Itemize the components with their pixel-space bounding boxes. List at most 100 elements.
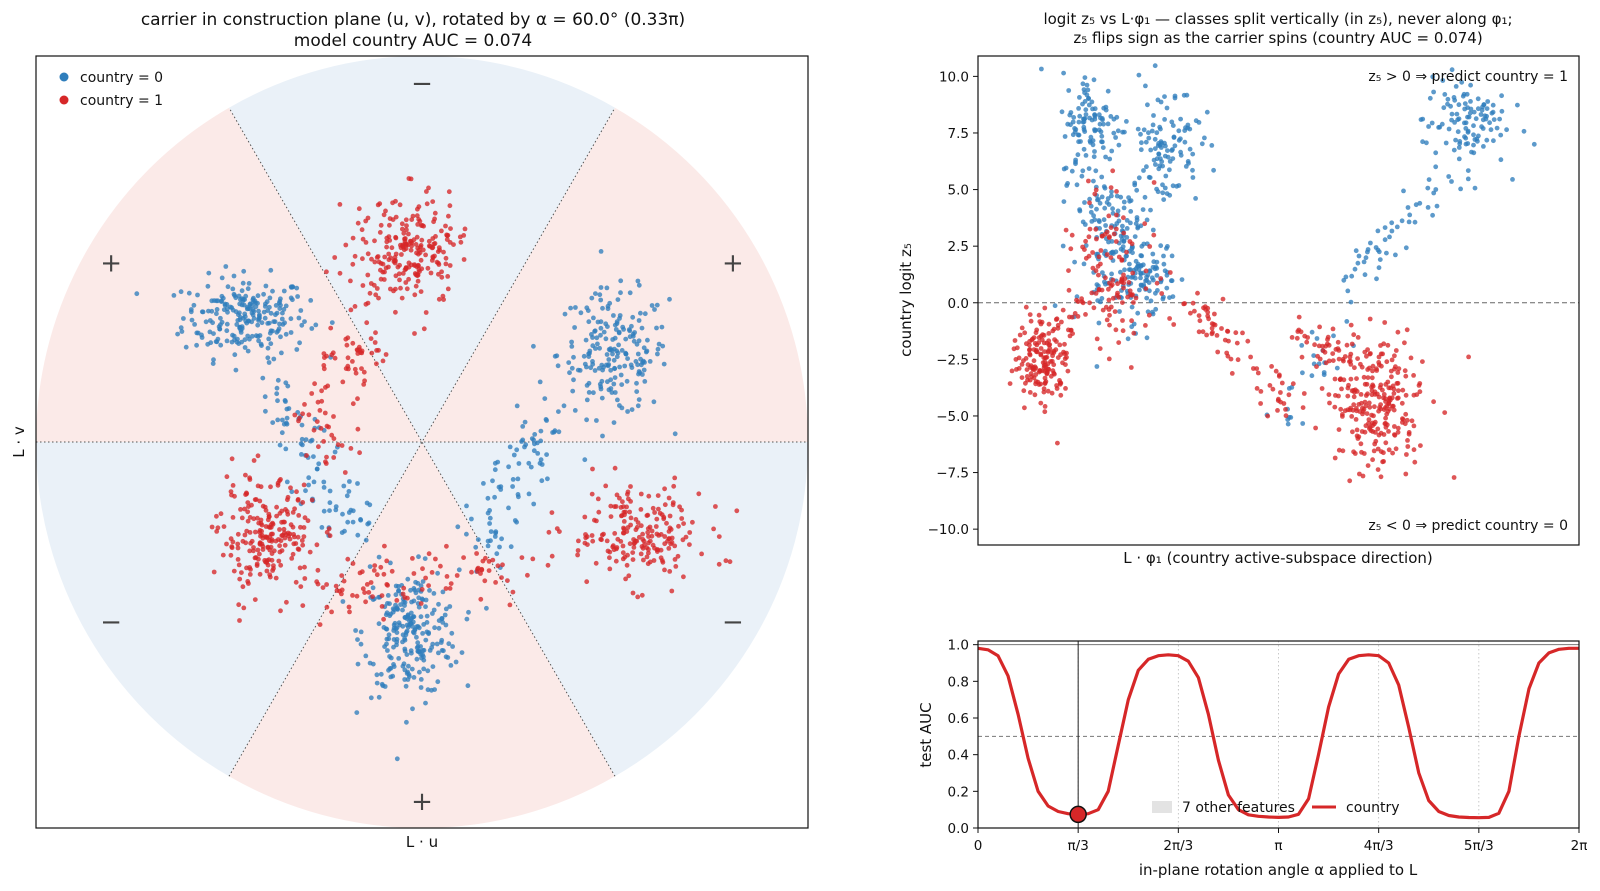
- point-country-1: [1378, 406, 1384, 412]
- point-country-0: [1138, 253, 1144, 258]
- point-country-0: [610, 351, 615, 357]
- point-country-0: [644, 348, 650, 354]
- point-country-1: [257, 571, 263, 577]
- point-country-0: [1343, 274, 1349, 280]
- point-country-0: [262, 304, 268, 309]
- point-country-1: [1067, 333, 1073, 339]
- point-country-0: [1490, 102, 1496, 108]
- boundary-line: [228, 107, 616, 777]
- point-country-1: [241, 605, 247, 611]
- point-country-0: [1362, 272, 1368, 278]
- point-country-1: [1391, 391, 1397, 396]
- point-country-1: [607, 555, 612, 561]
- point-country-1: [1395, 396, 1400, 401]
- point-country-1: [327, 533, 333, 539]
- point-country-1: [1033, 330, 1039, 336]
- point-country-0: [1067, 112, 1073, 118]
- point-country-0: [350, 519, 356, 525]
- point-country-1: [445, 232, 451, 238]
- point-country-0: [421, 666, 427, 672]
- point-country-1: [359, 366, 364, 371]
- point-country-1: [231, 568, 237, 574]
- point-country-1: [1322, 349, 1328, 355]
- point-country-0: [447, 604, 453, 609]
- point-country-0: [542, 396, 548, 401]
- point-country-0: [1061, 70, 1066, 76]
- point-country-1: [426, 238, 432, 244]
- point-country-1: [416, 217, 422, 222]
- point-country-1: [621, 525, 626, 531]
- point-country-0: [392, 620, 398, 626]
- point-country-1: [245, 518, 251, 524]
- point-country-1: [1133, 295, 1139, 301]
- point-country-0: [611, 381, 617, 387]
- point-country-1: [1385, 379, 1391, 385]
- point-country-1: [253, 529, 258, 535]
- point-country-1: [264, 568, 270, 574]
- point-country-1: [437, 247, 442, 253]
- point-country-1: [1042, 380, 1048, 386]
- point-country-1: [1110, 277, 1116, 283]
- point-country-1: [1346, 382, 1351, 388]
- point-country-1: [253, 497, 259, 502]
- point-country-0: [1076, 132, 1082, 138]
- point-country-1: [1121, 272, 1126, 278]
- point-country-0: [1152, 63, 1158, 69]
- point-country-0: [1105, 121, 1111, 127]
- point-country-1: [1036, 382, 1042, 387]
- point-country-1: [350, 401, 356, 407]
- point-country-0: [1449, 111, 1455, 117]
- point-country-1: [348, 278, 353, 284]
- point-country-0: [1059, 109, 1065, 115]
- point-country-0: [195, 292, 200, 298]
- point-country-1: [440, 293, 446, 299]
- point-country-0: [590, 343, 596, 349]
- point-country-1: [412, 292, 418, 298]
- point-country-1: [400, 242, 406, 248]
- point-country-1: [300, 411, 305, 417]
- y-tick-label: 10.0: [939, 69, 969, 85]
- point-country-1: [627, 541, 633, 547]
- point-country-0: [279, 316, 285, 322]
- panel2-y-axis-label: country logit z₅: [897, 243, 915, 357]
- point-country-1: [284, 599, 289, 605]
- point-country-0: [239, 326, 245, 331]
- point-country-0: [571, 377, 576, 383]
- point-country-0: [1150, 122, 1156, 128]
- point-country-1: [1367, 426, 1372, 431]
- point-country-1: [1220, 296, 1226, 302]
- point-country-1: [628, 484, 633, 489]
- point-country-1: [288, 522, 294, 528]
- point-country-1: [361, 369, 367, 375]
- point-country-0: [1348, 299, 1354, 305]
- point-country-0: [238, 315, 243, 320]
- y-tick-label: 0.2: [948, 784, 969, 800]
- point-country-1: [1269, 364, 1274, 369]
- point-country-0: [1153, 162, 1158, 167]
- point-country-1: [1348, 376, 1354, 382]
- point-country-0: [1190, 175, 1196, 180]
- point-country-0: [1134, 215, 1140, 220]
- point-country-0: [225, 309, 230, 315]
- point-country-1: [589, 533, 595, 538]
- point-country-0: [391, 644, 396, 650]
- point-country-1: [1042, 355, 1048, 361]
- point-country-1: [1370, 423, 1375, 428]
- point-country-0: [1102, 279, 1107, 285]
- point-country-0: [1086, 102, 1092, 108]
- y-tick-label: 7.5: [948, 126, 969, 142]
- point-country-0: [1158, 145, 1164, 150]
- point-country-0: [295, 294, 300, 299]
- point-country-0: [1101, 121, 1106, 127]
- point-country-1: [641, 557, 646, 563]
- point-country-1: [238, 507, 243, 512]
- point-country-0: [1363, 255, 1369, 261]
- point-country-1: [1336, 427, 1342, 432]
- point-country-0: [1412, 219, 1418, 225]
- point-country-1: [376, 295, 381, 301]
- point-country-1: [1129, 318, 1134, 324]
- point-country-0: [256, 338, 261, 344]
- point-country-1: [325, 383, 331, 389]
- point-country-0: [1158, 156, 1163, 162]
- point-country-1: [321, 363, 327, 368]
